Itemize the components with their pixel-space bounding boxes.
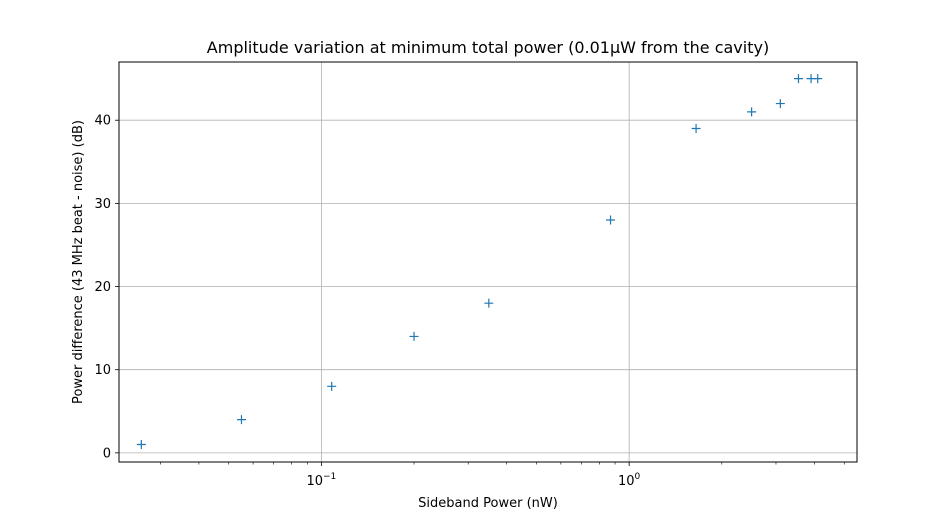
data-point xyxy=(327,381,337,391)
data-point xyxy=(136,440,146,450)
y-tick-label: 30 xyxy=(94,197,111,212)
data-point xyxy=(484,298,494,308)
data-point xyxy=(747,107,757,117)
x-axis-label: Sideband Power (nW) xyxy=(418,496,558,511)
data-point xyxy=(409,331,419,341)
data-point xyxy=(691,124,701,134)
y-tick-label: 10 xyxy=(94,363,111,378)
y-tick-label: 40 xyxy=(94,114,111,129)
y-tick-label: 0 xyxy=(103,446,111,461)
data-point xyxy=(813,74,823,84)
x-tick-label-base: 10 xyxy=(618,474,635,489)
x-tick-label-base: 10 xyxy=(306,474,323,489)
y-tick-label: 20 xyxy=(94,280,111,295)
x-tick-label: 10−1 xyxy=(306,472,336,489)
x-tick-label: 100 xyxy=(618,472,641,489)
y-axis-label: Power difference (43 MHz beat - noise) (… xyxy=(71,120,86,404)
x-tick-label-exponent: 0 xyxy=(635,472,641,482)
data-point xyxy=(775,99,785,109)
data-points xyxy=(136,74,823,450)
chart-title: Amplitude variation at minimum total pow… xyxy=(207,38,769,57)
data-point xyxy=(606,215,616,225)
x-tick-label-exponent: −1 xyxy=(323,472,336,482)
grid xyxy=(119,62,857,462)
data-point xyxy=(236,415,246,425)
data-point xyxy=(793,74,803,84)
axes-frame xyxy=(118,61,858,463)
